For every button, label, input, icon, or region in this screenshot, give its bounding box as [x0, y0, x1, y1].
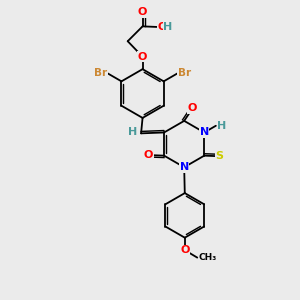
Text: O: O: [180, 245, 190, 255]
Text: O: O: [138, 7, 147, 17]
Text: CH₃: CH₃: [199, 253, 217, 262]
Text: H: H: [128, 127, 137, 137]
Text: O: O: [157, 22, 167, 32]
Text: Br: Br: [94, 68, 107, 78]
Text: N: N: [180, 162, 189, 172]
Text: O: O: [144, 150, 153, 160]
Text: O: O: [138, 52, 147, 62]
Text: H: H: [164, 22, 172, 32]
Text: O: O: [188, 103, 197, 113]
Text: S: S: [216, 151, 224, 161]
Text: Br: Br: [178, 68, 191, 78]
Text: H: H: [217, 121, 226, 131]
Text: N: N: [200, 128, 209, 137]
